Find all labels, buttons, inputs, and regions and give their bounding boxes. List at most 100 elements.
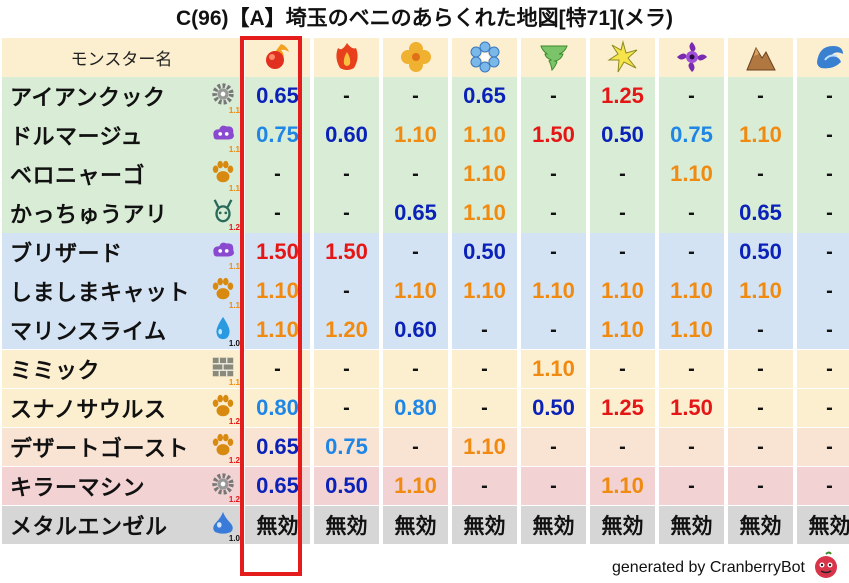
header-gira-flame-icon (314, 38, 379, 77)
resistance-value: 0.50 (728, 232, 793, 272)
resistance-value: - (521, 193, 586, 233)
monster-name: アイアンクック (10, 85, 166, 111)
monster-level: 1.0 (228, 339, 240, 349)
resistance-value: 無効 (728, 505, 793, 545)
monster-name: ブリザード (10, 241, 123, 267)
bagi-tornado-icon (539, 45, 568, 72)
resistance-value: - (521, 427, 586, 467)
resistance-value: - (797, 232, 849, 272)
resistance-value: - (797, 154, 849, 194)
monster-row-name: デザートゴースト 1.2 (2, 427, 241, 467)
header-bagi-tornado-icon (521, 38, 586, 77)
monster-name: マリンスライム (10, 319, 167, 345)
resistance-value: 1.10 (452, 427, 517, 467)
paw-icon (209, 431, 237, 459)
resistance-value: 1.50 (314, 232, 379, 272)
water-wave-icon (816, 46, 843, 69)
resistance-value: 無効 (245, 505, 310, 545)
resistance-value: 1.50 (659, 388, 724, 428)
resistance-value: 1.10 (452, 154, 517, 194)
monster-name: スナノサウルス (10, 397, 167, 423)
resistance-value: - (383, 154, 448, 194)
resistance-value: - (659, 193, 724, 233)
header-hyado-snowflake-icon (452, 38, 517, 77)
paw-icon (209, 392, 237, 420)
resistance-value: - (314, 388, 379, 428)
monster-level: 1.1 (228, 183, 240, 193)
resistance-value: - (314, 349, 379, 389)
resistance-value: 0.50 (521, 388, 586, 428)
io-clover-icon (400, 42, 431, 73)
resistance-value: - (383, 76, 448, 116)
resistance-value: 1.10 (452, 271, 517, 311)
jibaria-rock-icon (745, 47, 776, 71)
monster-level: 1.1 (228, 105, 240, 115)
resistance-value: - (521, 310, 586, 350)
resistance-value: 0.50 (452, 232, 517, 272)
resistance-value: - (452, 349, 517, 389)
mera-fire-orb-icon (265, 44, 289, 70)
resistance-value: 1.10 (521, 271, 586, 311)
resistance-value: 0.80 (383, 388, 448, 428)
resistance-value: 1.10 (590, 466, 655, 506)
resistance-value: 1.10 (383, 271, 448, 311)
monster-name: ベロニャーゴ (10, 163, 146, 189)
resistance-value: - (728, 310, 793, 350)
resistance-value: - (245, 349, 310, 389)
resistance-value: 0.50 (314, 466, 379, 506)
resistance-value: 1.10 (590, 310, 655, 350)
monster-level: 1.1 (228, 261, 240, 271)
brick-icon (209, 353, 237, 381)
monster-row-name: メタルエンゼル 1.0 (2, 505, 241, 545)
cranberry-bot-icon (815, 551, 837, 578)
resistance-value: 0.65 (728, 193, 793, 233)
resistance-value: - (659, 349, 724, 389)
monster-level: 1.2 (228, 417, 240, 427)
gear-icon (209, 470, 237, 498)
resistance-value: 無効 (590, 505, 655, 545)
hyado-snowflake-icon (470, 41, 499, 73)
resistance-value: - (383, 232, 448, 272)
header-jibaria-rock-icon (728, 38, 793, 77)
resistance-value: 1.10 (728, 115, 793, 155)
monster-row-name: ブリザード 1.1 (2, 232, 241, 272)
resistance-value: 1.10 (245, 271, 310, 311)
resistance-value: - (521, 76, 586, 116)
footer-credit: generated by CranberryBot (612, 559, 805, 576)
monster-row-name: ドルマージュ 1.1 (2, 115, 241, 155)
monster-row-name: マリンスライム 1.0 (2, 310, 241, 350)
resistance-value: - (521, 232, 586, 272)
gira-flame-icon (335, 43, 358, 71)
resistance-value: - (659, 427, 724, 467)
gear-icon (209, 80, 237, 108)
water-drop-icon (209, 314, 237, 342)
paw-icon (209, 158, 237, 186)
resistance-value: 1.10 (728, 271, 793, 311)
monster-name: ミミック (10, 358, 101, 384)
monster-row-name: アイアンクック 1.1 (2, 76, 241, 116)
resistance-value: 1.10 (452, 115, 517, 155)
resistance-value: 1.20 (314, 310, 379, 350)
header-mera-fire-orb-icon (245, 38, 310, 77)
resistance-table: モンスター名 アイアンクック 1.1 0.65- -0.65-1.25- - - ドルマージュ… (2, 38, 849, 545)
resistance-value: 0.60 (314, 115, 379, 155)
resistance-value: 0.75 (314, 427, 379, 467)
resistance-value: 0.60 (383, 310, 448, 350)
resistance-value: 1.10 (383, 466, 448, 506)
resistance-value: 1.50 (245, 232, 310, 272)
resistance-value: - (659, 76, 724, 116)
resistance-value: - (728, 466, 793, 506)
resistance-value: 1.25 (590, 76, 655, 116)
resistance-value: 1.10 (383, 115, 448, 155)
resistance-value: - (590, 427, 655, 467)
monster-level: 1.1 (228, 144, 240, 154)
monster-name: キラーマシン (10, 475, 146, 501)
insect-icon (209, 197, 237, 225)
resistance-value: - (797, 76, 849, 116)
resistance-value: - (797, 193, 849, 233)
purple-cloud-icon (209, 119, 237, 147)
monster-row-name: ベロニャーゴ 1.1 (2, 154, 241, 194)
resistance-value: - (314, 271, 379, 311)
paw-icon (209, 275, 237, 303)
monster-name: デザートゴースト (10, 436, 189, 462)
